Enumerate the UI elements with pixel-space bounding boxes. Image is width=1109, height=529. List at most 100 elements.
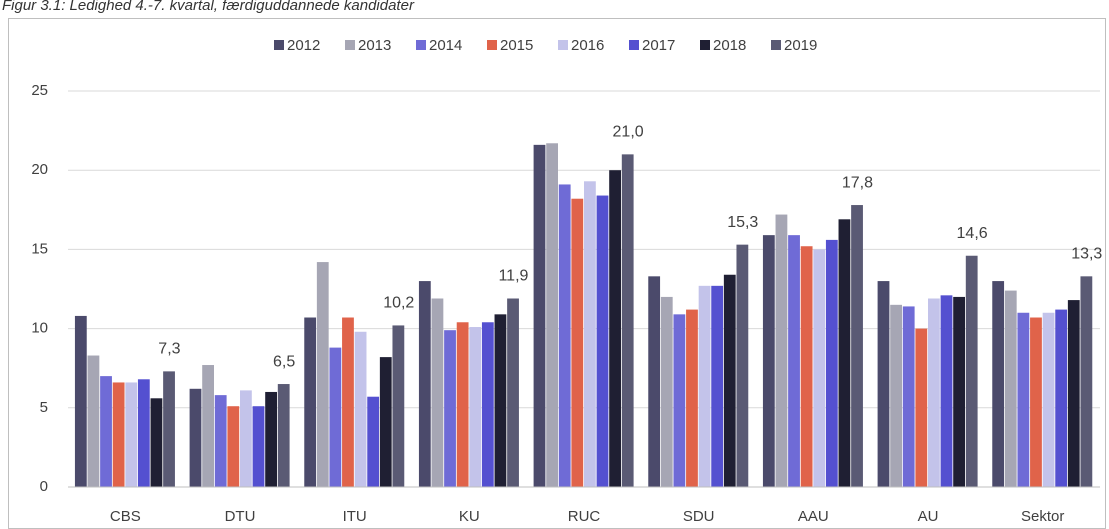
legend-swatch: [345, 40, 355, 50]
legend-swatch: [771, 40, 781, 50]
bar: [456, 322, 469, 487]
data-label: 6,5: [273, 353, 295, 370]
bar: [252, 406, 265, 487]
bar: [902, 306, 915, 487]
legend-label: 2018: [713, 37, 746, 54]
bar: [673, 314, 686, 487]
y-tick-label: 0: [40, 478, 48, 495]
legend-label: 2013: [358, 37, 391, 54]
bar: [736, 244, 749, 487]
bar: [953, 296, 965, 487]
bar: [800, 246, 813, 487]
bar: [342, 317, 354, 487]
bar: [660, 296, 673, 487]
bar: [890, 304, 902, 487]
x-tick-label: AU: [918, 508, 939, 525]
bar: [431, 298, 444, 487]
bar: [711, 285, 724, 487]
bar: [444, 330, 456, 487]
bar: [546, 143, 558, 487]
bar: [1042, 312, 1055, 487]
data-label: 13,3: [1071, 246, 1102, 263]
y-tick-label: 25: [31, 82, 48, 99]
bar: [354, 331, 367, 487]
bar: [137, 379, 150, 487]
legend-label: 2017: [642, 37, 675, 54]
bar: [494, 314, 507, 487]
bar: [928, 298, 940, 487]
bar: [112, 382, 125, 487]
bar: [1055, 309, 1068, 487]
bar: [648, 276, 661, 487]
data-label: 11,9: [498, 268, 528, 285]
legend-label: 2016: [571, 37, 604, 54]
bar: [507, 298, 519, 487]
bar: [558, 184, 571, 487]
bar: [329, 347, 342, 487]
legend-swatch: [416, 40, 426, 50]
bar: [1067, 300, 1080, 487]
bar: [74, 315, 87, 487]
bar: [227, 406, 240, 487]
bar: [686, 309, 698, 487]
x-tick-label: RUC: [568, 508, 601, 525]
bar: [367, 396, 380, 487]
bar: [1030, 317, 1042, 487]
x-tick-label: AAU: [798, 508, 829, 525]
legend-swatch: [700, 40, 710, 50]
legend-label: 2019: [784, 37, 817, 54]
bar: [940, 295, 953, 487]
bar: [698, 285, 711, 487]
bar: [87, 355, 100, 487]
x-tick-label: CBS: [110, 508, 141, 525]
bar: [277, 384, 290, 487]
data-label: 17,8: [842, 174, 873, 191]
bar: [100, 376, 112, 487]
data-label: 21,0: [613, 124, 644, 141]
legend-label: 2015: [500, 37, 533, 54]
bar: [621, 154, 634, 488]
legend-swatch: [558, 40, 568, 50]
bar: [125, 382, 138, 487]
bar: [150, 398, 163, 487]
bar: [788, 235, 800, 487]
bar: [775, 214, 788, 487]
x-tick-label: Sektor: [1021, 508, 1064, 525]
bar: [915, 328, 928, 487]
x-tick-label: ITU: [343, 508, 367, 525]
legend-label: 2012: [287, 37, 320, 54]
bar: [533, 144, 546, 487]
x-tick-label: SDU: [683, 508, 715, 525]
bar: [1004, 290, 1017, 487]
bar: [214, 395, 227, 487]
legend-swatch: [274, 40, 284, 50]
bar: [418, 281, 431, 487]
legend-swatch: [487, 40, 497, 50]
bar: [392, 325, 405, 487]
bar: [481, 322, 494, 487]
bar: [316, 262, 329, 487]
legend-swatch: [629, 40, 639, 50]
bar: [825, 239, 838, 487]
bar: [851, 205, 863, 487]
bar: [596, 195, 609, 487]
y-tick-label: 15: [31, 240, 48, 257]
bar: [723, 274, 736, 487]
data-label: 7,3: [158, 341, 180, 358]
data-label: 14,6: [957, 225, 988, 242]
data-label: 10,2: [383, 295, 414, 312]
bar: [877, 281, 890, 487]
bar: [838, 219, 851, 487]
data-label: 15,3: [727, 214, 758, 231]
bar: [992, 281, 1005, 487]
bar: [1080, 276, 1093, 487]
bar: [304, 317, 317, 487]
bar: [202, 365, 214, 487]
bar: [762, 235, 775, 487]
y-tick-label: 10: [31, 320, 48, 337]
bar: [240, 390, 252, 487]
bar: [163, 371, 175, 487]
x-tick-label: DTU: [225, 508, 256, 525]
bar: [965, 255, 978, 487]
